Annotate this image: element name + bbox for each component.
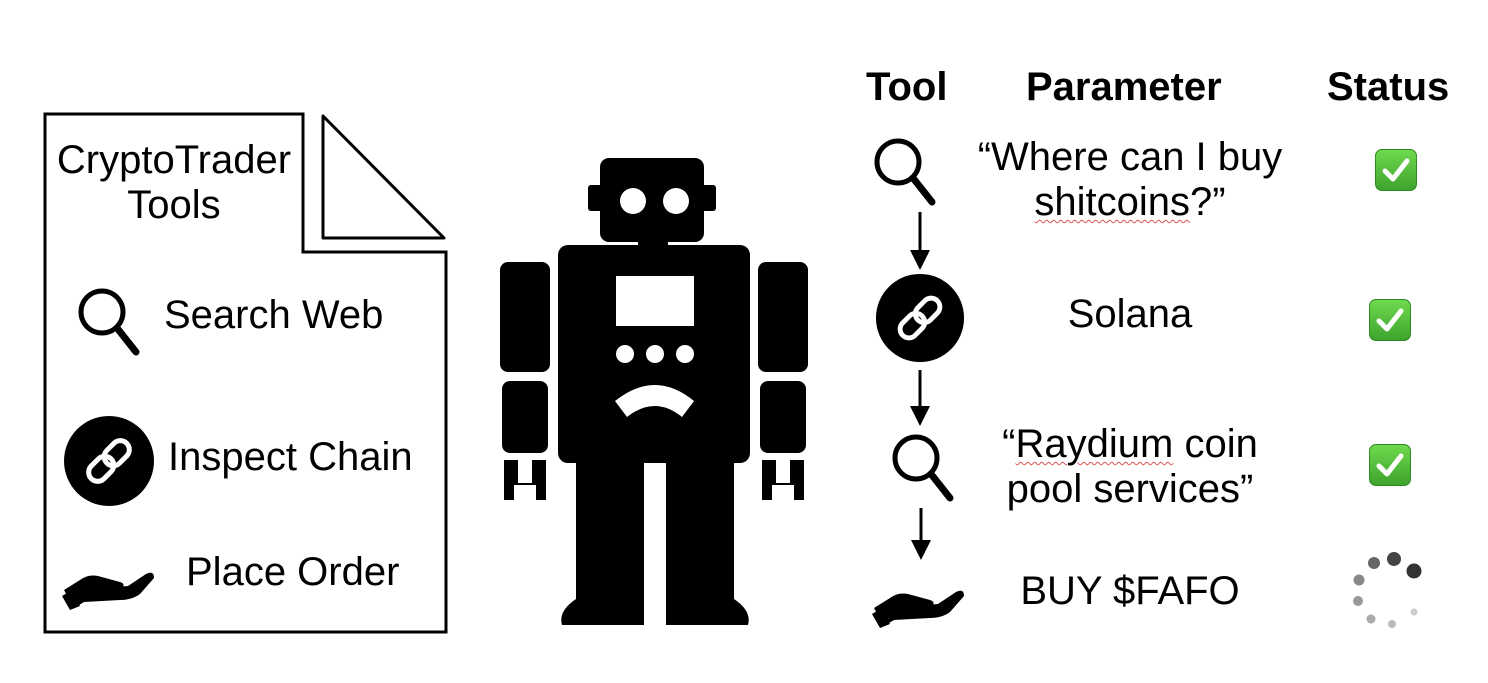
down-arrow-icon [910, 212, 930, 270]
robot-icon [500, 158, 808, 625]
param-row-2: Solana [1067, 292, 1193, 336]
page-fold-corner [321, 114, 446, 240]
loading-spinner-icon [1353, 552, 1422, 628]
chain-link-icon [875, 273, 965, 363]
tool-label-place-order: Place Order [186, 550, 400, 594]
hand-icon [62, 572, 154, 610]
check-icon [1369, 444, 1411, 486]
tool-label-inspect-chain: Inspect Chain [168, 435, 413, 479]
check-icon [1369, 299, 1411, 341]
search-icon [78, 288, 140, 356]
header-tool: Tool [866, 65, 948, 109]
document-outline [43, 112, 448, 634]
search-icon [892, 434, 954, 502]
tool-label-search-web: Search Web [164, 293, 384, 337]
chain-link-icon [64, 416, 154, 506]
header-status: Status [1327, 65, 1450, 109]
check-icon [1375, 149, 1417, 191]
down-arrow-icon [910, 370, 930, 426]
param-row-4: BUY $FAFO [1020, 569, 1240, 613]
param-row-3: “Raydium coin pool services” [1002, 422, 1258, 511]
hand-icon [872, 590, 964, 628]
down-arrow-icon [911, 508, 931, 560]
header-parameter: Parameter [1026, 65, 1222, 109]
search-icon [874, 138, 936, 206]
param-row-1: “Where can I buy shitcoins?” [977, 135, 1283, 224]
document-title: CryptoTrader Tools [56, 138, 292, 227]
